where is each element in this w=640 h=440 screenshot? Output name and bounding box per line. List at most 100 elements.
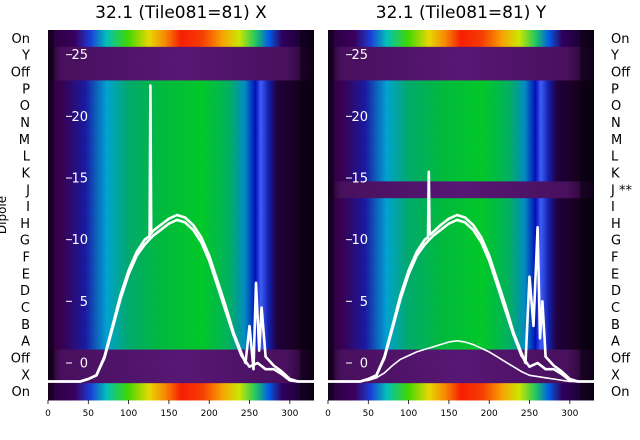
row-label-right: On — [611, 385, 629, 400]
heatmap-row-b — [328, 315, 594, 334]
x-tick-label: 200 — [481, 409, 498, 419]
heatmap-edge-right — [300, 30, 314, 400]
y-tick-label: 15 — [351, 172, 368, 187]
y-tick-label: 25 — [351, 48, 368, 63]
y-tick-label: 5 — [80, 295, 88, 310]
row-label-left: J — [25, 183, 30, 198]
y-tick-label: 5 — [360, 295, 368, 310]
row-label-right: On — [611, 32, 629, 47]
heatmap-row-n — [48, 114, 314, 132]
row-label-right: L — [611, 150, 619, 165]
heatmap-row-l — [328, 147, 594, 166]
heatmap-edge-left — [48, 30, 54, 400]
row-label-left: M — [19, 133, 30, 148]
heatmap-row-j — [48, 181, 314, 199]
x-tick-label: 300 — [561, 409, 578, 419]
row-label-left: K — [21, 166, 30, 181]
x-tick-label: 0 — [45, 409, 51, 419]
row-label-right: G — [611, 234, 621, 249]
heatmap-row-d — [48, 282, 314, 300]
heatmap-edge-right — [580, 30, 594, 400]
row-label-left: Off — [11, 351, 31, 366]
heatmap-row-on — [48, 383, 314, 401]
y-tick-label: 10 — [351, 233, 368, 248]
heatmap-row-l — [48, 147, 314, 166]
y-axis-label: Dipole — [0, 196, 9, 234]
heatmap-row-m — [328, 130, 594, 149]
row-label-left: X — [21, 368, 30, 383]
x-tick-label: 100 — [400, 409, 417, 419]
row-label-right: Off — [611, 351, 631, 366]
heatmap-row-off — [328, 63, 594, 81]
x-tick-label: 100 — [120, 409, 137, 419]
row-label-right: C — [611, 301, 620, 316]
heatmap-row-o — [328, 97, 594, 115]
row-label-left: On — [12, 385, 30, 400]
heatmap-row-off — [48, 63, 314, 81]
heatmap-row-k — [48, 164, 314, 182]
x-tick-label: 50 — [363, 409, 375, 419]
row-label-left: H — [20, 217, 30, 232]
row-label-left: L — [23, 150, 31, 165]
heatmap-row-j — [328, 181, 594, 199]
row-label-left: Y — [21, 49, 30, 64]
heatmap-row-o — [48, 97, 314, 115]
row-label-right: X — [611, 368, 620, 383]
heatmap-row-h — [48, 215, 314, 233]
y-tick-label: 20 — [71, 110, 88, 125]
x-tick-label: 250 — [521, 409, 538, 419]
row-label-right: H — [611, 217, 621, 232]
heatmap-row-a — [48, 332, 314, 351]
row-label-right: N — [611, 116, 621, 131]
row-label-left: A — [21, 335, 30, 350]
panel-title: 32.1 (Tile081=81) X — [95, 3, 267, 23]
row-label-right: F — [611, 251, 618, 266]
x-tick-label: 150 — [440, 409, 457, 419]
heatmap-row-x — [48, 366, 314, 384]
heatmap-row-i — [328, 198, 594, 216]
row-label-left: F — [23, 251, 30, 266]
heatmap-row-e — [328, 265, 594, 283]
heatmap-row-on — [48, 30, 314, 48]
heatmap-row-g — [328, 231, 594, 250]
row-label-right: E — [611, 267, 619, 282]
y-tick-label: 15 — [71, 172, 88, 187]
row-label-right: A — [611, 335, 620, 350]
heatmap-row-f — [48, 248, 314, 266]
heatmap-row-m — [48, 130, 314, 149]
x-tick-label: 200 — [201, 409, 218, 419]
row-label-right: P — [611, 82, 619, 97]
row-label-left: O — [20, 99, 30, 114]
x-tick-label: 250 — [241, 409, 258, 419]
row-label-left: E — [22, 267, 30, 282]
x-tick-label: 300 — [281, 409, 298, 419]
y-tick-label: 0 — [80, 357, 88, 372]
row-label-left: N — [20, 116, 30, 131]
row-label-left: G — [20, 234, 30, 249]
y-tick-label: 0 — [360, 357, 368, 372]
heatmap-row-on — [328, 383, 594, 401]
row-label-right: I — [611, 200, 615, 215]
row-label-right: K — [611, 166, 620, 181]
heatmap-row-h — [328, 215, 594, 233]
heatmap-row-x — [328, 366, 594, 384]
panel-title: 32.1 (Tile081=81) Y — [376, 3, 547, 23]
x-tick-label: 0 — [325, 409, 331, 419]
y-tick-label: 10 — [71, 233, 88, 248]
y-tick-label: 20 — [351, 110, 368, 125]
heatmap-row-y — [48, 46, 314, 65]
row-label-left: Off — [11, 66, 31, 81]
x-tick-label: 150 — [160, 409, 177, 419]
row-label-left: D — [20, 284, 30, 299]
heatmap-row-y — [328, 46, 594, 65]
heatmap-row-on — [328, 30, 594, 48]
heatmap-row-g — [48, 231, 314, 250]
row-label-right: D — [611, 284, 621, 299]
heatmap-row-p — [48, 80, 314, 98]
heatmap-row-e — [48, 265, 314, 283]
x-tick-label: 50 — [83, 409, 95, 419]
heatmap-row-n — [328, 114, 594, 132]
